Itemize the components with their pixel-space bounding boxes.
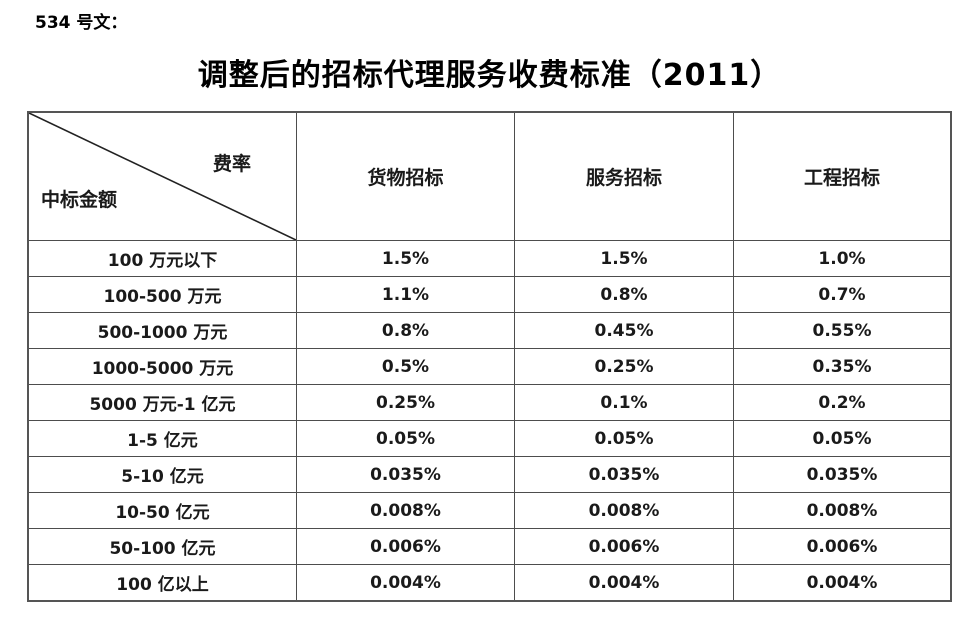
column-header-engineering-bidding: 工程招标 [803,167,880,189]
column-header-goods-bidding: 货物招标 [297,113,515,240]
service-rate-cell: 0.45% [515,313,734,348]
page-title: 调整后的招标代理服务收费标准（2011） [197,58,782,93]
diagonal-divider-line [29,113,296,240]
table-row: 1-5 亿元 0.05% 0.05% 0.05% [29,421,950,457]
amount-range-cell: 100 亿以上 [29,565,297,600]
engineering-rate-cell: 0.05% [812,428,872,449]
service-rate-cell: 0.008% [515,493,734,528]
table-row: 5-10 亿元 0.035% 0.035% 0.035% [29,457,950,493]
doc-number-label: 534 号文： [35,13,128,33]
column-header-service-bidding: 服务招标 [515,113,734,240]
table-row: 100-500 万元 1.1% 0.8% 0.7% [29,277,950,313]
amount-range-cell: 100 万元以下 [29,241,297,276]
goods-rate-cell: 0.25% [297,385,515,420]
table-row: 1000-5000 万元 0.5% 0.25% 0.35% [29,349,950,385]
goods-rate-cell: 0.008% [297,493,515,528]
engineering-rate-cell: 0.55% [812,320,872,341]
fee-rate-table: 费率 中标金额 货物招标 服务招标 工程招标 100 万元以下 1.5% 1.5… [27,111,952,602]
goods-rate-cell: 1.5% [297,241,515,276]
engineering-rate-cell: 0.006% [806,536,878,557]
engineering-rate-cell: 0.35% [812,356,872,377]
goods-rate-cell: 0.035% [297,457,515,492]
service-rate-cell: 0.004% [515,565,734,600]
amount-range-cell: 50-100 亿元 [29,529,297,564]
engineering-rate-cell: 1.0% [818,248,866,269]
service-rate-cell: 0.035% [515,457,734,492]
table-row: 50-100 亿元 0.006% 0.006% 0.006% [29,529,950,565]
diagonal-header-cell: 费率 中标金额 [29,113,297,240]
table-row: 5000 万元-1 亿元 0.25% 0.1% 0.2% [29,385,950,421]
service-rate-cell: 0.25% [515,349,734,384]
amount-range-cell: 1-5 亿元 [29,421,297,456]
table-row: 100 万元以下 1.5% 1.5% 1.0% [29,241,950,277]
table-row: 500-1000 万元 0.8% 0.45% 0.55% [29,313,950,349]
service-rate-cell: 0.05% [515,421,734,456]
table-row: 100 亿以上 0.004% 0.004% 0.004% [29,565,950,600]
goods-rate-cell: 0.5% [297,349,515,384]
engineering-rate-cell: 0.7% [818,284,866,305]
goods-rate-cell: 0.006% [297,529,515,564]
engineering-rate-cell: 0.008% [806,500,878,521]
engineering-rate-cell: 0.004% [806,572,878,593]
table-header-row: 费率 中标金额 货物招标 服务招标 工程招标 [29,113,950,241]
goods-rate-cell: 0.004% [297,565,515,600]
service-rate-cell: 1.5% [515,241,734,276]
engineering-rate-cell: 0.035% [806,464,878,485]
service-rate-cell: 0.006% [515,529,734,564]
amount-range-cell: 5000 万元-1 亿元 [29,385,297,420]
amount-range-cell: 1000-5000 万元 [29,349,297,384]
amount-range-cell: 10-50 亿元 [29,493,297,528]
goods-rate-cell: 1.1% [297,277,515,312]
goods-rate-cell: 0.8% [297,313,515,348]
table-body: 100 万元以下 1.5% 1.5% 1.0% 100-500 万元 1.1% … [29,241,950,600]
corner-label-amount: 中标金额 [41,189,118,211]
corner-label-rate: 费率 [212,153,251,175]
amount-range-cell: 500-1000 万元 [29,313,297,348]
amount-range-cell: 100-500 万元 [29,277,297,312]
service-rate-cell: 0.8% [515,277,734,312]
amount-range-cell: 5-10 亿元 [29,457,297,492]
service-rate-cell: 0.1% [515,385,734,420]
table-row: 10-50 亿元 0.008% 0.008% 0.008% [29,493,950,529]
engineering-rate-cell: 0.2% [818,392,866,413]
goods-rate-cell: 0.05% [297,421,515,456]
